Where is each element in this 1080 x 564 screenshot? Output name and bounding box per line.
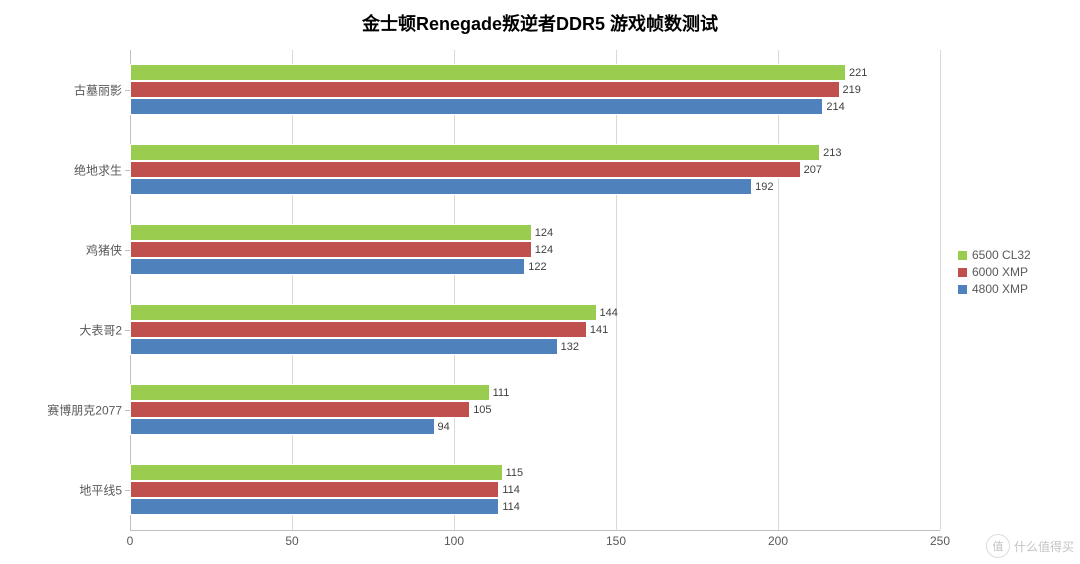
x-tick-label: 100 — [444, 534, 464, 548]
legend-label: 6500 CL32 — [972, 248, 1031, 262]
legend-swatch — [958, 285, 967, 294]
bar: 124 — [130, 241, 532, 258]
bar: 114 — [130, 498, 499, 515]
gridline — [940, 50, 941, 530]
legend: 6500 CL32 6000 XMP 4800 XMP — [958, 245, 1031, 299]
bar-value-label: 214 — [822, 101, 844, 113]
legend-swatch — [958, 251, 967, 260]
bar: 144 — [130, 304, 597, 321]
y-tick-label: 地平线5 — [79, 481, 130, 498]
bar-value-label: 105 — [469, 404, 491, 416]
gridline — [292, 50, 293, 530]
bar-value-label: 192 — [751, 181, 773, 193]
bar: 132 — [130, 338, 558, 355]
y-tick-label: 鸡猪侠 — [86, 241, 130, 258]
bar-value-label: 213 — [819, 147, 841, 159]
y-tick-label: 大表哥2 — [79, 321, 130, 338]
bar-value-label: 122 — [524, 261, 546, 273]
bar: 111 — [130, 384, 490, 401]
x-tick-label: 200 — [768, 534, 788, 548]
y-tick-label: 绝地求生 — [74, 161, 130, 178]
watermark: 值 什么值得买 — [986, 534, 1074, 558]
bar-value-label: 132 — [557, 341, 579, 353]
legend-item: 6000 XMP — [958, 265, 1031, 279]
bar-value-label: 114 — [498, 501, 520, 513]
bar: 105 — [130, 401, 470, 418]
watermark-text: 什么值得买 — [1014, 538, 1074, 555]
bar: 219 — [130, 81, 840, 98]
bar-value-label: 94 — [434, 421, 450, 433]
bar-value-label: 221 — [845, 67, 867, 79]
bar-value-label: 124 — [531, 244, 553, 256]
x-axis-line — [130, 530, 940, 531]
bar: 141 — [130, 321, 587, 338]
bar: 115 — [130, 464, 503, 481]
chart-container: 金士顿Renegade叛逆者DDR5 游戏帧数测试 05010015020025… — [0, 0, 1080, 564]
legend-item: 6500 CL32 — [958, 248, 1031, 262]
watermark-icon: 值 — [986, 534, 1010, 558]
gridline — [130, 50, 131, 530]
x-tick-label: 250 — [930, 534, 950, 548]
gridline — [454, 50, 455, 530]
chart-title: 金士顿Renegade叛逆者DDR5 游戏帧数测试 — [0, 10, 1080, 36]
y-tick-label: 赛博朋克2077 — [47, 401, 130, 418]
bar-value-label: 115 — [502, 467, 524, 479]
x-tick-label: 50 — [285, 534, 298, 548]
y-tick-label: 古墓丽影 — [74, 81, 130, 98]
bar: 221 — [130, 64, 846, 81]
gridline — [778, 50, 779, 530]
bar: 214 — [130, 98, 823, 115]
bar: 114 — [130, 481, 499, 498]
bar-value-label: 207 — [800, 164, 822, 176]
bar-value-label: 144 — [596, 307, 618, 319]
x-tick-label: 150 — [606, 534, 626, 548]
bar: 207 — [130, 161, 801, 178]
bar-value-label: 219 — [839, 84, 861, 96]
bar-value-label: 111 — [489, 387, 510, 399]
bar: 192 — [130, 178, 752, 195]
gridline — [616, 50, 617, 530]
bar-value-label: 124 — [531, 227, 553, 239]
bar-value-label: 141 — [586, 324, 608, 336]
bar-value-label: 114 — [498, 484, 520, 496]
bar: 94 — [130, 418, 435, 435]
plot-area: 050100150200250古墓丽影221219214绝地求生21320719… — [130, 50, 940, 530]
legend-swatch — [958, 268, 967, 277]
bar: 213 — [130, 144, 820, 161]
bar: 124 — [130, 224, 532, 241]
x-tick-label: 0 — [127, 534, 134, 548]
legend-label: 4800 XMP — [972, 282, 1028, 296]
legend-item: 4800 XMP — [958, 282, 1031, 296]
legend-label: 6000 XMP — [972, 265, 1028, 279]
bar: 122 — [130, 258, 525, 275]
